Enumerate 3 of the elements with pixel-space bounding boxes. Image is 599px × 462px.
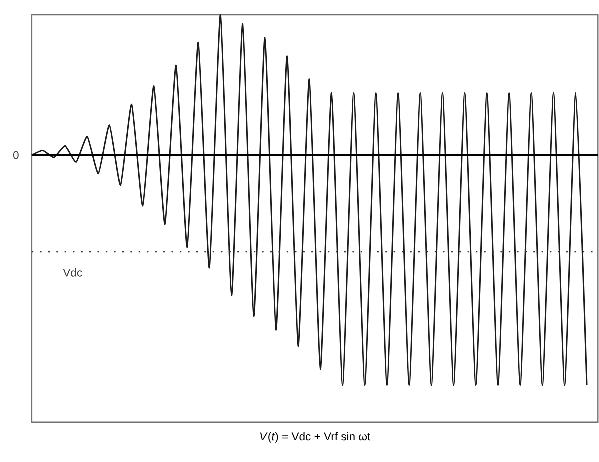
ref-line-label: 0 bbox=[13, 151, 19, 160]
x-axis-title: V(t) = Vdc + Vrf sin ωt bbox=[260, 432, 371, 443]
ref-line-label: Vdc bbox=[63, 268, 82, 277]
